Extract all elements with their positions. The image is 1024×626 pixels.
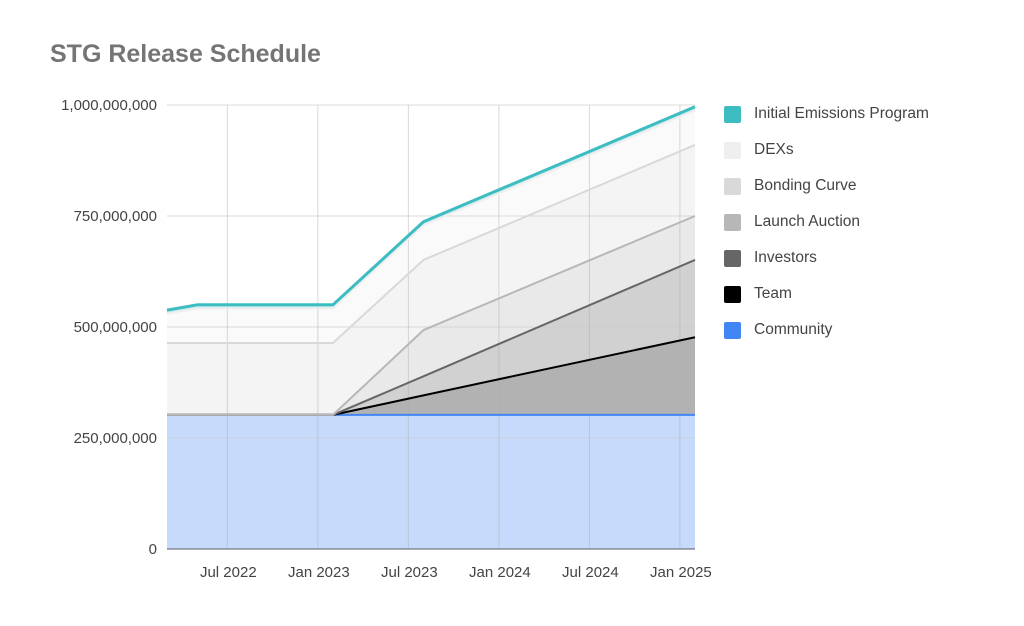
legend-label: Launch Auction bbox=[754, 213, 861, 230]
line-launch-auction bbox=[167, 215, 696, 416]
legend-item-community[interactable]: Community bbox=[724, 312, 929, 348]
legend-label: Community bbox=[754, 321, 833, 338]
area-investors bbox=[167, 259, 695, 415]
y-tick-label: 1,000,000,000 bbox=[61, 97, 157, 114]
legend-swatch bbox=[724, 105, 741, 123]
x-tick-label: Jul 2022 bbox=[200, 564, 257, 581]
area-community bbox=[167, 414, 695, 549]
line-dexs bbox=[166, 109, 696, 315]
legend-swatch bbox=[724, 141, 741, 159]
x-tick-label: Jul 2024 bbox=[562, 564, 619, 581]
legend-label: Initial Emissions Program bbox=[754, 105, 929, 122]
x-tick-label: Jan 2023 bbox=[288, 564, 350, 581]
legend-swatch bbox=[724, 321, 741, 339]
y-tick-label: 250,000,000 bbox=[74, 430, 157, 447]
legend-label: DEXs bbox=[754, 141, 794, 158]
chart-title: STG Release Schedule bbox=[50, 40, 321, 68]
line-initial-emissions-program bbox=[166, 105, 696, 312]
area-dexs bbox=[167, 110, 695, 343]
legend-label: Team bbox=[754, 285, 792, 302]
legend: Initial Emissions Program DEXs Bonding C… bbox=[724, 96, 929, 348]
legend-item-team[interactable]: Team bbox=[724, 276, 929, 312]
legend-item-bonding-curve[interactable]: Bonding Curve bbox=[724, 168, 929, 204]
x-tick-label: Jan 2024 bbox=[469, 564, 531, 581]
legend-swatch bbox=[724, 285, 741, 303]
x-tick-label: Jul 2023 bbox=[381, 564, 438, 581]
y-tick-label: 500,000,000 bbox=[74, 319, 157, 336]
area-team bbox=[167, 337, 695, 415]
legend-label: Bonding Curve bbox=[754, 177, 857, 194]
area-bonding-curve bbox=[167, 144, 695, 415]
legend-item-investors[interactable]: Investors bbox=[724, 240, 929, 276]
y-tick-label: 0 bbox=[149, 541, 157, 558]
legend-item-initial-emissions[interactable]: Initial Emissions Program bbox=[724, 96, 929, 132]
line-bonding-curve bbox=[167, 144, 696, 344]
legend-label: Investors bbox=[754, 249, 817, 266]
legend-swatch bbox=[724, 177, 741, 195]
legend-swatch bbox=[724, 249, 741, 267]
legend-item-launch-auction[interactable]: Launch Auction bbox=[724, 204, 929, 240]
x-tick-label: Jan 2025 bbox=[650, 564, 712, 581]
y-tick-label: 750,000,000 bbox=[74, 208, 157, 225]
legend-item-dexs[interactable]: DEXs bbox=[724, 132, 929, 168]
legend-swatch bbox=[724, 213, 741, 231]
